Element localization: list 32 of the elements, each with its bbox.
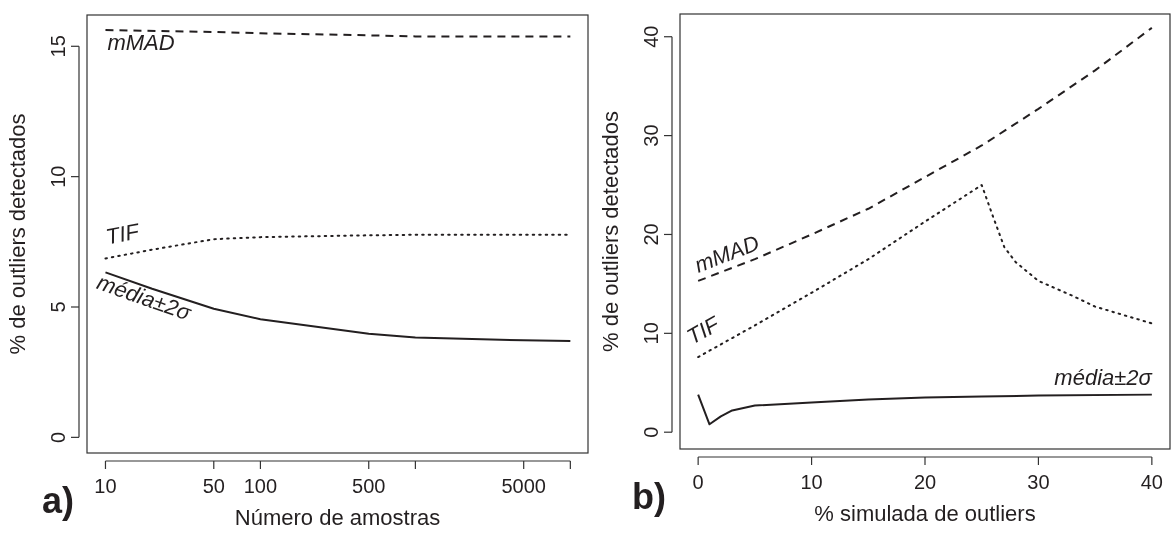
- x-tick-label: 5000: [501, 475, 546, 497]
- y-axis-title: % de outliers detectados: [598, 111, 623, 352]
- y-tick-label: 10: [47, 165, 69, 188]
- x-tick-label: 500: [352, 475, 386, 497]
- x-axis-title: Número de amostras: [234, 505, 441, 530]
- text: TIF: [103, 218, 143, 250]
- x-tick-label: 10: [94, 475, 117, 497]
- series-label: mMAD: [107, 30, 175, 56]
- x-axis-title: % simulada de outliers: [814, 501, 1036, 526]
- x-tick-label: 40: [1140, 471, 1163, 493]
- x-tick-label: 10: [800, 471, 823, 493]
- y-tick-label: 10: [640, 322, 662, 345]
- x-tick-label: 50: [202, 475, 225, 497]
- x-tick-label: 0: [692, 471, 704, 493]
- y-axis-title: % de outliers detectados: [5, 113, 30, 355]
- text: a): [42, 480, 75, 521]
- y-tick-label: 30: [640, 124, 662, 147]
- y-tick-label: 5: [47, 301, 69, 313]
- y-tick-label: 40: [640, 25, 662, 48]
- y-tick-label: 20: [640, 223, 662, 246]
- text: TIF: [682, 310, 725, 350]
- x-tick-label: 30: [1027, 471, 1050, 493]
- line-series: [697, 393, 1153, 426]
- x-tick-label: 20: [913, 471, 937, 493]
- y-tick-label: 0: [640, 426, 662, 438]
- text: b): [632, 476, 666, 517]
- line-series: [697, 26, 1153, 282]
- series-label: média±2σ: [1054, 364, 1153, 390]
- y-tick-label: 0: [47, 431, 69, 443]
- y-tick-label: 15: [47, 35, 69, 58]
- x-tick-label: 100: [243, 475, 278, 497]
- text: mMAD: [690, 230, 763, 278]
